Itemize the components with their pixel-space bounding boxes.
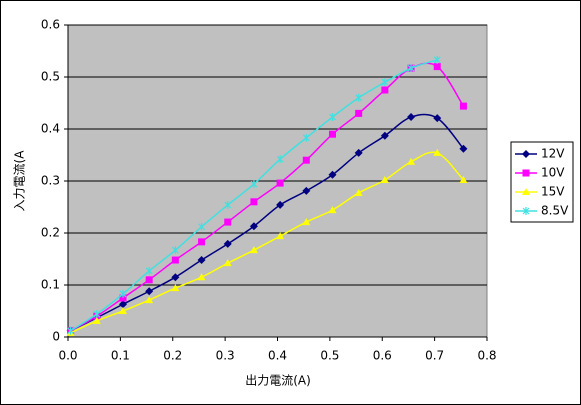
marker bbox=[198, 238, 206, 246]
marker bbox=[171, 256, 179, 264]
marker bbox=[302, 186, 311, 195]
x-tick-label: 0.2 bbox=[163, 349, 182, 363]
marker bbox=[223, 239, 232, 248]
legend-marker bbox=[522, 207, 530, 215]
marker bbox=[145, 266, 153, 275]
marker bbox=[407, 64, 415, 73]
marker bbox=[118, 307, 127, 314]
x-tick-label: 0.0 bbox=[58, 349, 77, 363]
y-tick-label: 0.6 bbox=[41, 18, 60, 32]
marker bbox=[380, 131, 389, 140]
legend-marker bbox=[522, 188, 530, 195]
marker bbox=[276, 155, 284, 164]
marker bbox=[224, 218, 232, 226]
marker bbox=[329, 113, 336, 122]
marker bbox=[145, 276, 153, 284]
marker bbox=[250, 180, 258, 189]
marker bbox=[381, 86, 389, 94]
legend-label: 12V bbox=[541, 147, 565, 161]
marker bbox=[119, 294, 127, 302]
marker bbox=[145, 296, 154, 304]
legend-marker bbox=[522, 169, 530, 177]
legend-marker bbox=[522, 150, 530, 158]
x-tick-label: 0.4 bbox=[268, 349, 287, 363]
marker bbox=[249, 222, 258, 231]
marker bbox=[433, 63, 441, 71]
x-tick-label: 0.5 bbox=[320, 349, 339, 363]
y-tick-label: 0 bbox=[52, 330, 60, 344]
marker bbox=[93, 310, 101, 319]
marker bbox=[328, 170, 337, 179]
marker bbox=[198, 222, 205, 231]
marker bbox=[250, 198, 258, 206]
marker bbox=[354, 148, 363, 157]
x-axis-title: 出力電流(A) bbox=[245, 374, 311, 388]
marker bbox=[328, 130, 336, 138]
marker bbox=[92, 316, 101, 324]
marker bbox=[433, 114, 442, 123]
marker bbox=[197, 256, 206, 265]
y-tick-label: 0.2 bbox=[41, 226, 60, 240]
marker bbox=[459, 102, 467, 110]
x-tick-label: 0.3 bbox=[216, 349, 235, 363]
marker bbox=[276, 179, 284, 187]
x-tick-label: 0.6 bbox=[373, 349, 392, 363]
marker bbox=[197, 273, 206, 281]
marker bbox=[380, 175, 389, 183]
marker bbox=[355, 93, 363, 102]
marker bbox=[171, 284, 180, 292]
y-tick-label: 0.5 bbox=[41, 70, 60, 84]
marker bbox=[249, 246, 258, 254]
marker bbox=[433, 55, 441, 64]
series-line bbox=[70, 62, 465, 332]
legend-label: 10V bbox=[541, 166, 565, 180]
marker bbox=[407, 113, 416, 122]
marker bbox=[145, 287, 154, 296]
legend bbox=[510, 141, 574, 223]
marker bbox=[119, 289, 127, 298]
marker bbox=[276, 232, 285, 240]
marker bbox=[433, 148, 442, 156]
marker bbox=[381, 78, 389, 87]
series-line bbox=[70, 113, 465, 332]
x-tick-label: 0.1 bbox=[111, 349, 130, 363]
marker bbox=[328, 206, 337, 214]
marker bbox=[224, 200, 232, 209]
y-tick-label: 0.1 bbox=[41, 278, 60, 292]
marker bbox=[276, 200, 285, 209]
marker bbox=[302, 133, 310, 142]
marker bbox=[171, 273, 180, 282]
y-tick-label: 0.3 bbox=[41, 174, 60, 188]
x-tick-label: 0.7 bbox=[425, 349, 444, 363]
legend-label: 15V bbox=[541, 185, 565, 199]
marker bbox=[407, 157, 416, 165]
y-axis-title: 入力電流(A bbox=[13, 150, 27, 212]
marker bbox=[118, 300, 127, 309]
x-tick-label: 0.8 bbox=[477, 349, 496, 363]
marker bbox=[171, 246, 179, 255]
marker bbox=[459, 144, 468, 153]
marker bbox=[355, 109, 363, 117]
legend-label: 8.5V bbox=[541, 204, 569, 218]
marker bbox=[302, 218, 311, 226]
series-line bbox=[70, 151, 464, 334]
y-tick-label: 0.4 bbox=[41, 122, 60, 136]
marker bbox=[354, 188, 363, 196]
marker bbox=[459, 175, 468, 183]
marker bbox=[67, 326, 75, 335]
marker bbox=[302, 156, 310, 164]
marker bbox=[223, 259, 232, 267]
